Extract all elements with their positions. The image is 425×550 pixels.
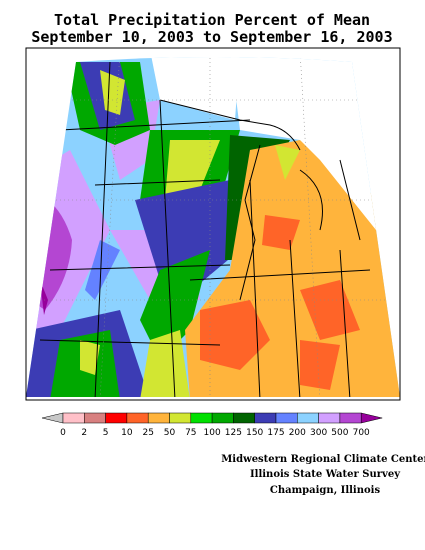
legend-arrow bbox=[360, 412, 383, 424]
precip-map bbox=[26, 57, 400, 397]
map-frame bbox=[25, 47, 401, 401]
legend-label: 125 bbox=[225, 428, 242, 438]
legend: 0 2 5 10 25 50 75 100 125 150 175 200 300 500 700 bbox=[41, 412, 383, 438]
legend-label: 5 bbox=[103, 428, 109, 438]
legend-label: 10 bbox=[121, 428, 133, 438]
legend-swatch bbox=[147, 412, 170, 424]
legend-arrow bbox=[41, 412, 64, 424]
legend-label: 100 bbox=[204, 428, 221, 438]
legend-label: 0 bbox=[60, 428, 66, 438]
credit: Illinois State Water Survey bbox=[250, 469, 401, 480]
legend-swatch bbox=[169, 412, 192, 424]
legend-label: 300 bbox=[310, 428, 327, 438]
legend-label: 25 bbox=[142, 428, 153, 438]
legend-swatch bbox=[126, 412, 149, 424]
legend-swatch bbox=[297, 412, 319, 424]
legend-swatch bbox=[318, 412, 341, 424]
legend-swatch bbox=[190, 412, 213, 424]
legend-swatch bbox=[233, 412, 255, 424]
legend-swatch bbox=[254, 412, 277, 424]
legend-label: 175 bbox=[267, 428, 284, 438]
legend-label: 50 bbox=[164, 428, 176, 438]
credit: Champaign, Illinois bbox=[270, 485, 381, 496]
legend-swatch bbox=[211, 412, 234, 424]
legend-swatch bbox=[62, 412, 85, 424]
legend-swatch bbox=[275, 412, 298, 424]
subtitle: September 10, 2003 to September 16, 2003 bbox=[31, 28, 392, 46]
title: Total Precipitation Percent of Mean bbox=[54, 11, 370, 29]
legend-label: 700 bbox=[353, 428, 370, 438]
credit: Midwestern Regional Climate Center bbox=[221, 454, 425, 465]
legend-label: 2 bbox=[81, 428, 87, 438]
legend-swatch bbox=[105, 412, 128, 424]
legend-swatch bbox=[339, 412, 362, 424]
legend-label: 500 bbox=[331, 428, 348, 438]
legend-label: 150 bbox=[246, 428, 263, 438]
legend-label: 75 bbox=[185, 428, 196, 438]
legend-swatch bbox=[84, 412, 106, 424]
legend-label: 200 bbox=[289, 428, 306, 438]
